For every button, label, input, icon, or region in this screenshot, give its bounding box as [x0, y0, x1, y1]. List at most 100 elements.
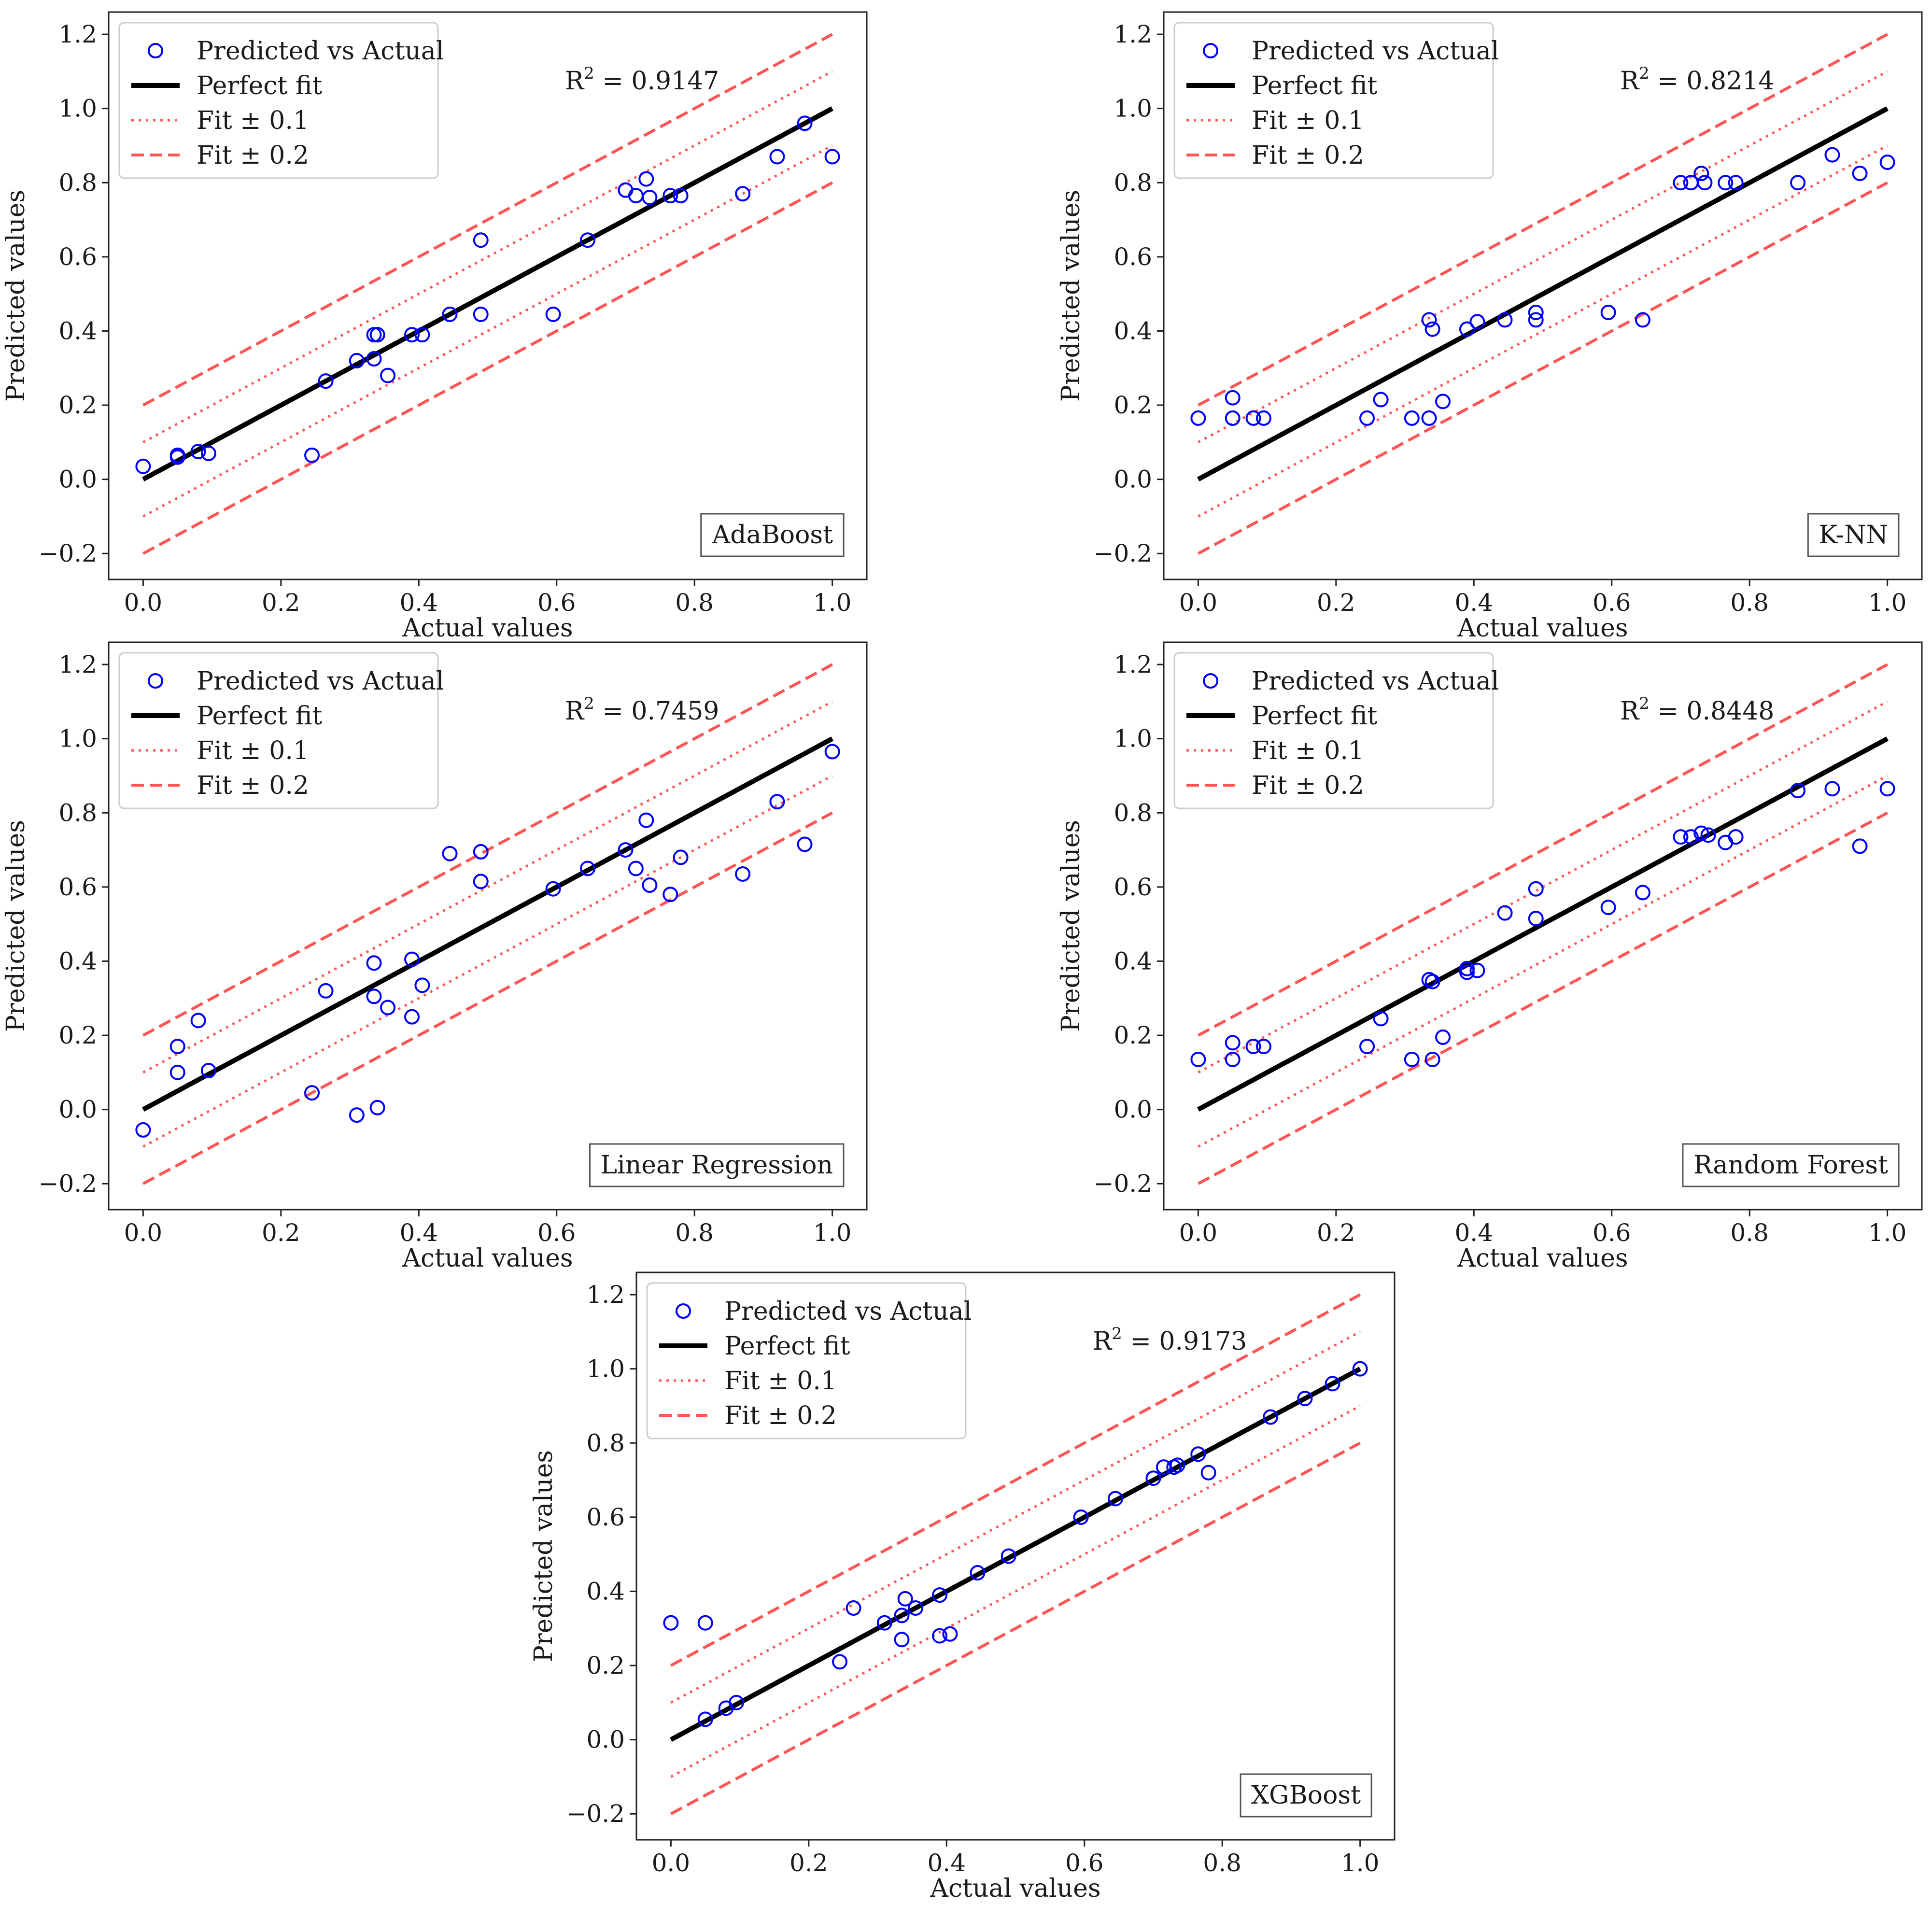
legend: Predicted vs Actual Perfect fit Fit ± 0.1 F… — [1173, 22, 1499, 179]
y-axis-label: Predicted values — [1057, 190, 1086, 402]
y-tick-label: 0.0 — [1114, 466, 1152, 494]
data-point — [473, 232, 489, 248]
data-point — [970, 1565, 986, 1581]
data-point — [1200, 1465, 1216, 1481]
fit-minus-0-1-line — [1198, 775, 1888, 1148]
y-tick-label: 1.0 — [586, 1355, 625, 1383]
data-point — [1373, 392, 1389, 408]
data-points — [135, 744, 840, 1138]
data-point — [190, 1013, 206, 1029]
y-tick-label: 1.2 — [1114, 650, 1152, 678]
data-point — [832, 1654, 848, 1670]
data-point — [1325, 1376, 1340, 1392]
legend-box — [1173, 652, 1494, 809]
fit-plus-0-1-line — [142, 700, 833, 1074]
fit-plus-0-1-line — [1198, 70, 1888, 444]
fit-minus-0-2-line — [1197, 181, 1889, 555]
legend-label-perfect: Perfect fit — [724, 1332, 850, 1361]
x-tick-label: 0.2 — [1317, 1219, 1355, 1247]
data-point — [894, 1632, 910, 1648]
data-point — [1528, 312, 1544, 328]
data-point — [349, 1107, 365, 1123]
data-point — [1145, 1470, 1161, 1486]
x-tick-label: 0.0 — [124, 589, 163, 617]
data-point — [769, 149, 785, 165]
y-tick-label: 0.0 — [58, 1096, 97, 1124]
data-point — [1635, 885, 1650, 901]
y-tick-label: 0.0 — [58, 466, 97, 494]
model-name-box — [700, 513, 845, 557]
y-tick-label: 1.2 — [586, 1281, 625, 1309]
perfect-fit-line — [141, 736, 834, 1112]
x-tick-label: 1.0 — [813, 589, 852, 617]
legend: Predicted vs Actual Perfect fit Fit ± 0.1 F… — [1173, 652, 1499, 809]
data-point — [1693, 166, 1709, 182]
data-point — [735, 866, 751, 882]
y-tick-label: 0.0 — [1114, 1096, 1152, 1124]
fit-plus-0-1-line — [142, 70, 833, 444]
x-tick-label: 0.8 — [675, 1219, 714, 1247]
fit-plus-0-2-line — [1197, 33, 1889, 407]
data-point — [1718, 175, 1734, 191]
model-name: Linear Regression — [601, 1151, 833, 1180]
data-point — [404, 951, 420, 967]
data-point — [1497, 312, 1513, 328]
data-point — [735, 186, 751, 202]
data-point — [697, 1711, 713, 1727]
y-tick-label: 0.6 — [58, 873, 97, 901]
data-point — [1190, 410, 1206, 426]
model-label: XGBoost — [1240, 1773, 1372, 1818]
x-tick-label: 0.8 — [1730, 589, 1769, 617]
y-tick-label: 0.6 — [1114, 243, 1152, 271]
data-point — [349, 353, 365, 368]
y-tick-label: 0.6 — [586, 1503, 625, 1531]
x-axis: 0.0 0.2 0.4 0.6 0.8 1.0 — [124, 579, 852, 617]
x-axis-label: Actual values — [1457, 1244, 1628, 1273]
axes-frame — [1163, 11, 1923, 580]
data-point — [1879, 155, 1895, 170]
y-tick-label: 1.2 — [58, 650, 97, 678]
data-point — [1263, 1409, 1279, 1425]
data-point — [169, 1039, 185, 1055]
data-point — [304, 447, 320, 463]
x-tick-label: 0.0 — [124, 1219, 163, 1247]
data-point — [663, 887, 678, 903]
model-name: K-NN — [1819, 521, 1888, 550]
data-point — [697, 1615, 713, 1631]
panel-k-nn: 0.0 0.2 0.4 0.6 0.8 1.0 −0.2 0.0 0.2 0.4 0.6 0.8 1.0… — [1057, 11, 1923, 643]
data-point — [1852, 166, 1868, 182]
x-tick-label: 0.2 — [790, 1849, 828, 1877]
data-point — [1170, 1457, 1185, 1473]
data-point — [642, 877, 658, 893]
data-point — [824, 149, 840, 165]
data-point — [1469, 314, 1485, 330]
legend-points-marker — [1203, 43, 1218, 58]
panel-random-forest: 0.0 0.2 0.4 0.6 0.8 1.0 −0.2 0.0 0.2 0.4 0.6 0.8 1.0… — [1057, 641, 1923, 1273]
x-tick-label: 0.6 — [537, 589, 576, 617]
data-point — [1469, 962, 1485, 978]
data-point — [1673, 175, 1689, 191]
data-point — [1728, 175, 1744, 191]
data-points — [135, 115, 840, 474]
data-point — [1790, 783, 1806, 799]
data-point — [366, 955, 382, 971]
y-tick-label: 0.0 — [586, 1726, 625, 1754]
data-point — [1424, 321, 1440, 337]
legend-label-points: Predicted vs Actual — [197, 667, 444, 696]
fit-plus-0-2-line — [670, 1293, 1361, 1667]
legend-label-fit2: Fit ± 0.2 — [197, 141, 309, 170]
model-label: Random Forest — [1682, 1143, 1900, 1187]
x-tick-label: 0.4 — [1455, 1219, 1494, 1247]
data-point — [1693, 825, 1709, 841]
model-name: Random Forest — [1693, 1151, 1888, 1180]
data-point — [894, 1608, 910, 1623]
data-point — [1245, 1039, 1261, 1055]
y-tick-label: 0.8 — [586, 1429, 625, 1457]
model-label: Linear Regression — [589, 1143, 845, 1187]
data-point — [414, 977, 430, 993]
legend-label-fit1: Fit ± 0.1 — [1252, 106, 1364, 135]
x-tick-label: 0.4 — [928, 1849, 966, 1877]
x-tick-label: 0.6 — [1065, 1849, 1104, 1877]
y-tick-label: −0.2 — [566, 1800, 625, 1828]
r2-annotation: R2 = 0.7459 — [565, 694, 719, 726]
